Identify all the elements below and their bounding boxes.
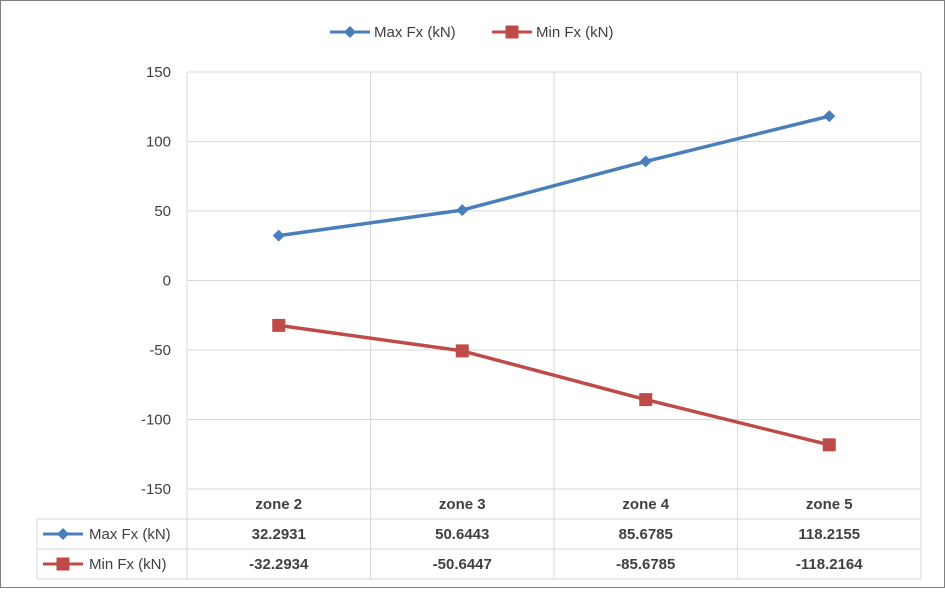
data-point (639, 155, 652, 168)
data-table: zone 2 zone 3 zone 4 zone 5 Max Fx (kN) 32.29… (36, 496, 921, 580)
category-label: zone 3 (439, 496, 486, 513)
data-point (823, 110, 836, 123)
table-legend-key-marker (57, 528, 69, 540)
data-point (455, 344, 469, 358)
series-line (278, 323, 830, 447)
category-label: zone 4 (622, 496, 669, 513)
plot-series (272, 110, 836, 452)
y-axis: 150 100 50 0 -50 -100 -150 (141, 64, 171, 498)
grid (186, 71, 922, 579)
table-cell: 32.2931 (252, 526, 306, 543)
table-series-name: Max Fx (kN) (89, 526, 171, 543)
data-point (456, 204, 469, 217)
table-cell: 85.6785 (619, 526, 673, 543)
y-tick-label: -150 (141, 481, 171, 498)
y-tick-label: 150 (146, 64, 171, 81)
legend-key-marker (344, 26, 356, 38)
data-point (639, 393, 653, 407)
y-tick-label: -100 (141, 412, 171, 429)
y-tick-label: 0 (163, 273, 171, 290)
legend-key-marker (505, 25, 519, 39)
data-point (272, 318, 286, 332)
table-cell: 50.6443 (435, 526, 489, 543)
category-label: zone 5 (806, 496, 853, 513)
y-tick-label: 50 (154, 203, 171, 220)
table-cell: -118.2164 (796, 556, 863, 573)
category-label: zone 2 (255, 496, 302, 513)
table-cell: -50.6447 (433, 556, 492, 573)
legend: Max Fx (kN) Min Fx (kN) (330, 24, 614, 41)
table-legend-key-marker (56, 557, 70, 571)
legend-label: Max Fx (kN) (374, 24, 456, 41)
series-line (278, 114, 830, 238)
y-tick-label: 100 (146, 134, 171, 151)
table-series-name: Min Fx (kN) (89, 556, 167, 573)
table-cell: 118.2155 (798, 526, 860, 543)
table-cell: -32.2934 (249, 556, 309, 573)
legend-label: Min Fx (kN) (536, 24, 614, 41)
y-tick-label: -50 (149, 342, 171, 359)
data-point (272, 229, 285, 242)
table-cell: -85.6785 (616, 556, 675, 573)
data-point (822, 438, 836, 452)
